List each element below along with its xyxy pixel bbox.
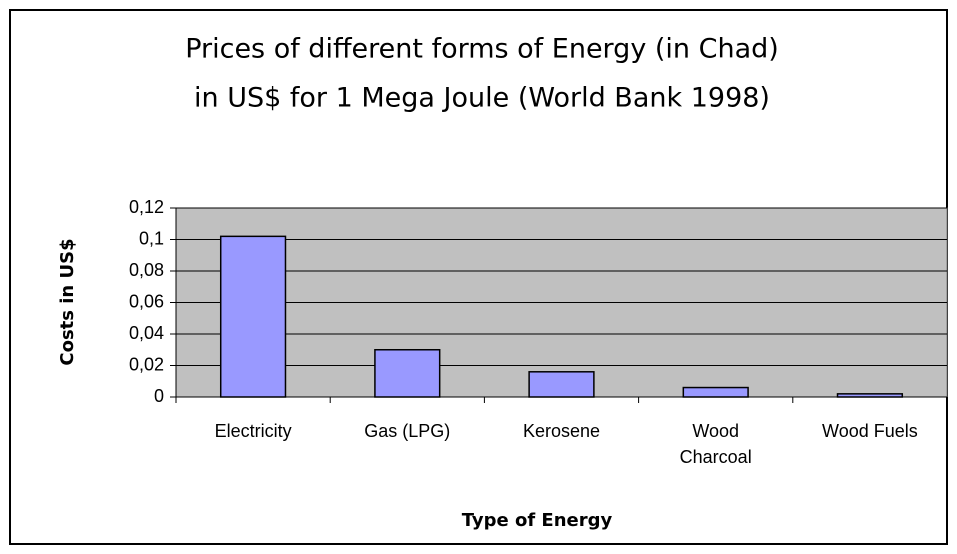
x-tick-label: Kerosene [522, 421, 601, 441]
bar [219, 235, 287, 398]
bar [374, 349, 441, 398]
y-axis-title: Costs in US$ [57, 238, 78, 365]
x-tick-label: Gas (LPG) [364, 421, 451, 441]
x-tick-label: Wood Charcoal [679, 421, 752, 467]
y-tick-label: 0,1 [139, 228, 164, 248]
bar [836, 393, 904, 398]
y-tick-label: 0,12 [129, 197, 164, 217]
y-tick-label: 0,02 [129, 354, 164, 374]
y-tick-label: 0,08 [129, 260, 164, 280]
chart-title: Prices of different forms of Energy (in … [185, 34, 779, 65]
y-tick-label: 0,04 [129, 323, 164, 343]
bar [682, 386, 749, 398]
x-tick-label: Electricity [214, 421, 292, 441]
y-tick-label: 0 [154, 386, 164, 406]
bar [528, 371, 595, 398]
x-axis-title: Type of Energy [462, 510, 613, 531]
x-tick-label: Wood Fuels [822, 421, 918, 441]
chart-title: in US$ for 1 Mega Joule (World Bank 1998… [194, 83, 770, 114]
y-tick-label: 0,06 [129, 291, 164, 311]
